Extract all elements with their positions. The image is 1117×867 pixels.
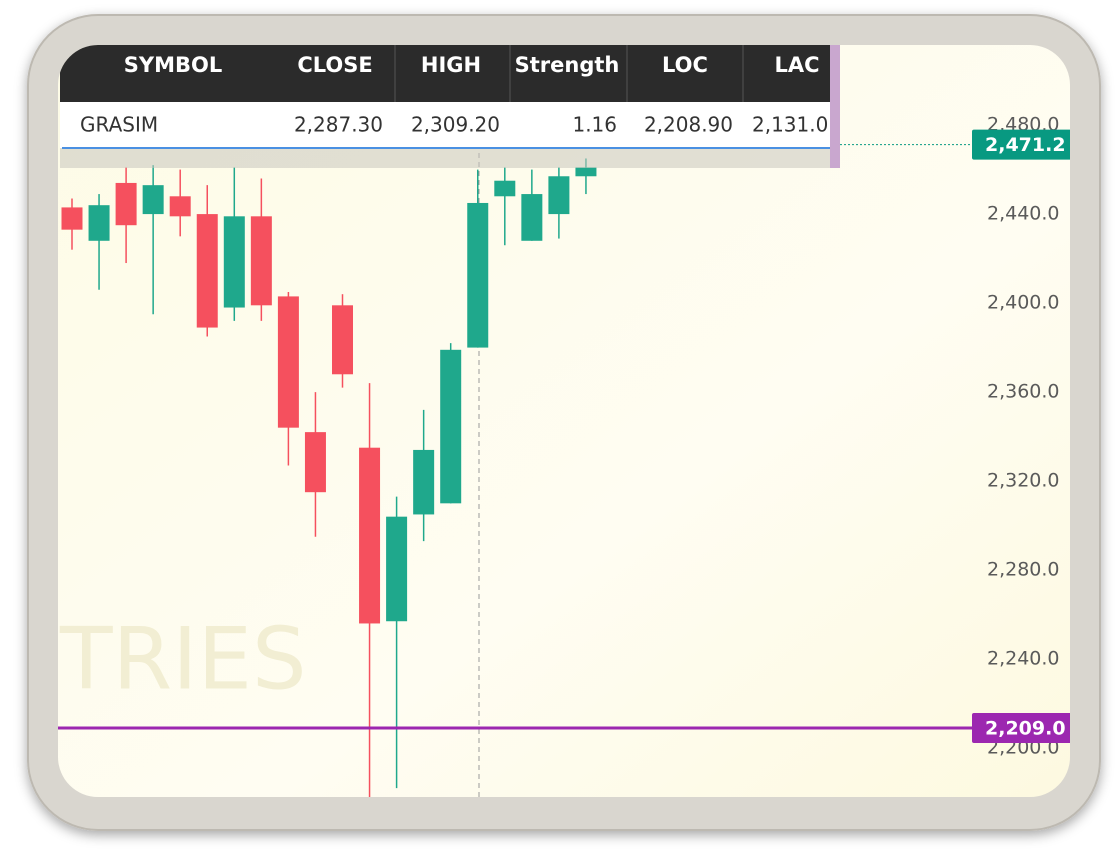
price-tag (972, 713, 1070, 744)
column-header: HIGH (421, 53, 481, 77)
y-tick-label: 2,440.0 (987, 203, 1060, 225)
plot (58, 144, 972, 797)
table-footer (60, 148, 840, 168)
y-tick-label: 2,240.0 (987, 648, 1060, 670)
candle-body (413, 449, 435, 515)
candle-body (88, 205, 110, 241)
column-header: Strength (515, 53, 620, 77)
candle-body (332, 305, 353, 375)
candle-body (277, 296, 299, 428)
column-header: LOC (662, 53, 708, 77)
candle-body (223, 216, 245, 308)
y-tick-label: 2,280.0 (987, 559, 1060, 581)
candle-body (548, 176, 570, 215)
price-tag (972, 129, 1070, 160)
y-tick-label: 2,320.0 (987, 470, 1060, 492)
watermark: TRIES (59, 609, 307, 709)
candle-body (494, 180, 516, 197)
table-header (60, 45, 830, 102)
cell: 1.16 (572, 113, 617, 137)
candle-body (169, 196, 191, 217)
candle-body (196, 214, 218, 328)
column-header: SYMBOL (124, 53, 222, 77)
price-tag-label: 2,209.0 (985, 718, 1066, 740)
cell: 2,131.0 (752, 113, 828, 137)
row-clip: GRASIM 2,287.30 2,309.20 1.16 2,208.90 2… (80, 113, 828, 137)
candle-body (250, 216, 272, 306)
candle-body (440, 349, 462, 504)
chart-background (58, 45, 1070, 797)
candle-body (467, 202, 489, 348)
y-tick-label: 2,360.0 (987, 381, 1060, 403)
candle-body (575, 167, 597, 177)
cell: 2,287.30 (294, 113, 383, 137)
price-axis: 2,480.02,440.02,400.02,360.02,320.02,280… (972, 114, 1070, 759)
table-edge (830, 45, 840, 168)
cell: 2,208.90 (644, 113, 733, 137)
candle-body (386, 516, 408, 622)
cell: 2,309.20 (411, 113, 500, 137)
viewport: TRIES 2,480.02,440.02,400.02,360.02,320.… (58, 45, 1070, 797)
y-tick-label: 2,400.0 (987, 292, 1060, 314)
watchlist-table: SYMBOL CLOSE HIGH Strength LOC LAC GRASI… (60, 45, 840, 168)
table-row (60, 102, 830, 148)
column-header: LAC (774, 53, 819, 77)
candle-body (359, 447, 381, 624)
candle-body (521, 194, 543, 241)
candle-body (61, 207, 83, 230)
cell: GRASIM (80, 113, 158, 137)
candle-body (142, 185, 164, 215)
price-tag-label: 2,471.2 (985, 134, 1066, 156)
candle-body (304, 432, 326, 493)
candle-body (115, 182, 137, 226)
column-header: CLOSE (297, 53, 372, 77)
